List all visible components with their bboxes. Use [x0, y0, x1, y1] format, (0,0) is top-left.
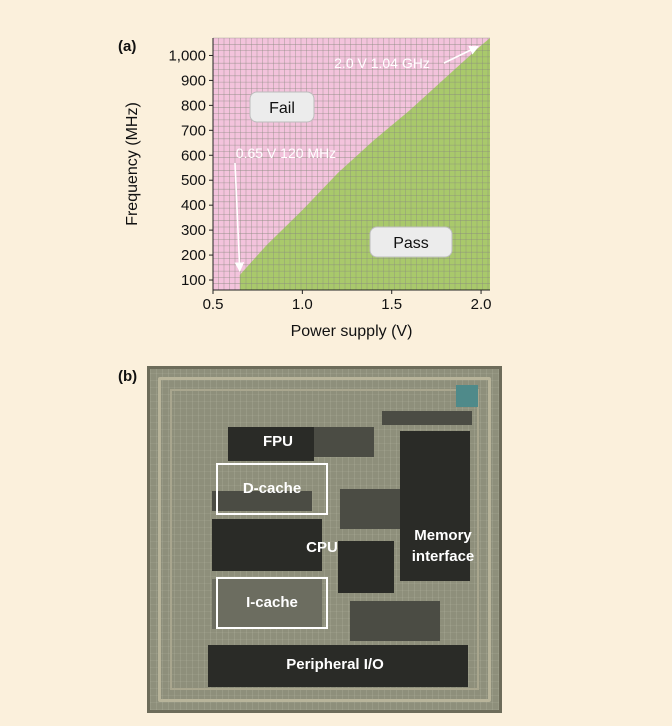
- memory-interface-label-line2: interface: [411, 548, 475, 565]
- y-tick-label: 400: [181, 197, 206, 214]
- icache-box: [216, 577, 328, 629]
- dcache-box: [216, 463, 328, 515]
- memory-interface-label-line1: Memory: [414, 527, 472, 544]
- pass-label: Pass: [393, 235, 429, 252]
- y-axis-label: Frequency (MHz): [124, 102, 141, 226]
- annotation-low-arrow: [234, 162, 245, 272]
- annotation-high-text: 2.0 V 1.04 GHz: [334, 55, 430, 71]
- y-tick-label: 100: [181, 272, 206, 289]
- x-axis-label: Power supply (V): [291, 323, 413, 340]
- y-tick-label: 800: [181, 97, 206, 114]
- y-tick-label: 300: [181, 222, 206, 239]
- y-tick-label: 700: [181, 122, 206, 139]
- peripheral-io-label: Peripheral I/O: [286, 656, 384, 673]
- y-tick-label: 1,000: [168, 47, 206, 64]
- panel-a-label: (a): [118, 38, 137, 55]
- y-tick-label: 500: [181, 172, 206, 189]
- x-tick-label: 1.0: [292, 296, 313, 313]
- x-tick-label: 0.5: [203, 296, 224, 313]
- panel-b-label: (b): [118, 368, 138, 385]
- fail-label: Fail: [269, 100, 295, 117]
- icache-label: I-cache: [246, 594, 298, 611]
- x-tick-label: 2.0: [471, 296, 492, 313]
- cpu-label: CPU: [306, 539, 338, 556]
- annotation-low-text: 0.65 V 120 MHz: [236, 145, 336, 161]
- pass-pill: [369, 226, 453, 258]
- shmoo-plot: 100 200 300 400 500 600 700 800 900 1,000 0.5 1.0 1.…: [124, 37, 492, 340]
- fail-pill: [249, 91, 315, 123]
- chip-die-photo: FPU D-cache CPU Memory interface I-cache…: [147, 366, 502, 713]
- annotation-high-arrow: [443, 45, 479, 64]
- fpu-label: FPU: [263, 433, 293, 450]
- dcache-label: D-cache: [242, 480, 302, 497]
- y-tick-label: 200: [181, 247, 206, 264]
- x-tick-label: 1.5: [381, 296, 402, 313]
- y-tick-label: 900: [181, 72, 206, 89]
- y-tick-label: 600: [181, 147, 206, 164]
